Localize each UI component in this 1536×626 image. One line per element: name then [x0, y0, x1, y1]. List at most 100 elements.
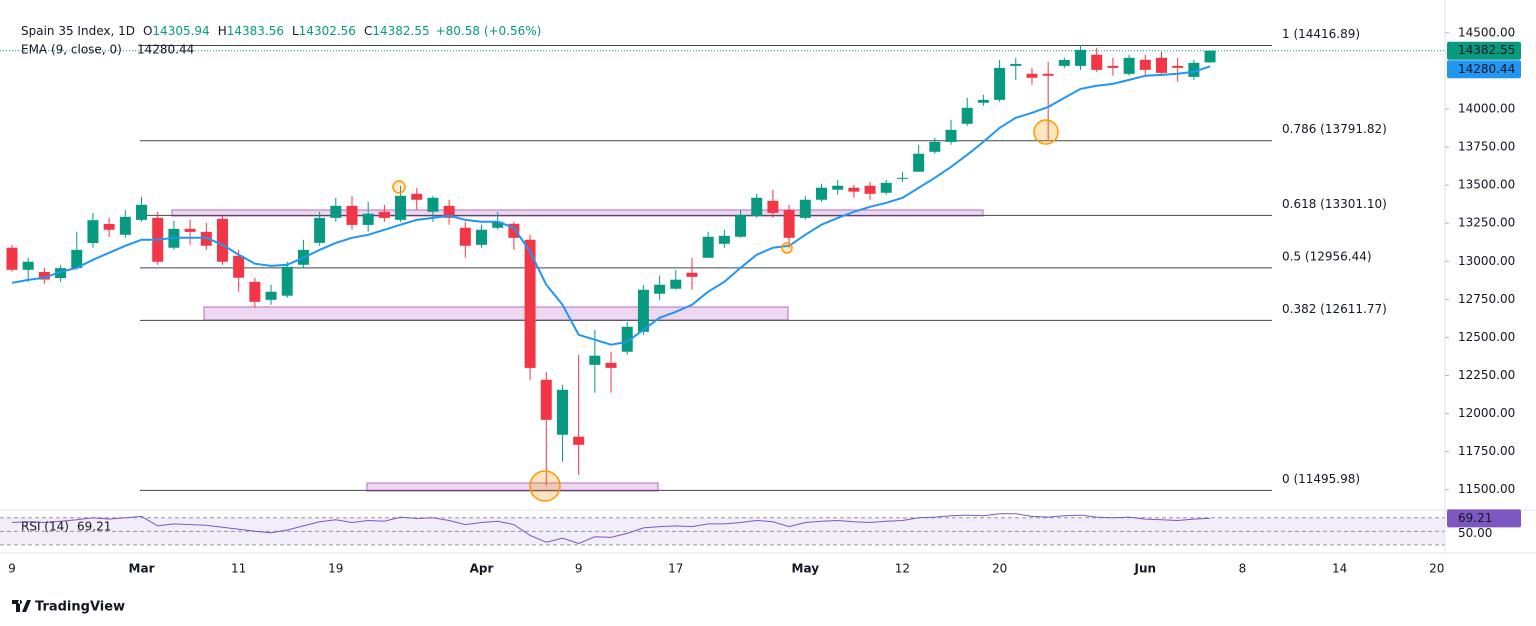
fib-label: 0.618 (13301.10)	[1282, 197, 1387, 211]
candle-body	[848, 187, 860, 192]
axes: 11500.00 11750.00 12000.00 12250.00 12500.00…	[0, 0, 1536, 576]
rsi-legend-name: RSI (14)	[21, 520, 69, 534]
candle-body	[751, 197, 763, 216]
candle-body	[605, 362, 617, 368]
candle-body	[799, 199, 811, 218]
y-tick-label: 12500.00	[1458, 330, 1515, 344]
candle-body	[476, 229, 488, 245]
candle-body	[961, 107, 973, 124]
candle-body	[508, 223, 520, 238]
ohlc-value: 14383.56	[227, 24, 284, 38]
candle-body	[1042, 73, 1054, 76]
candle-body	[1155, 57, 1167, 73]
candle-body	[670, 279, 682, 289]
ohlc-label: C	[364, 24, 372, 38]
y-tick-label: 11750.00	[1458, 444, 1515, 458]
y-tick-label: 13500.00	[1458, 178, 1515, 192]
x-tick-label: 11	[231, 562, 246, 576]
candle-body	[540, 379, 552, 420]
candle-body	[654, 284, 666, 294]
fib-label: 1 (14416.89)	[1282, 27, 1360, 41]
ema-tag-box	[1447, 60, 1521, 79]
x-tick-label: 9	[8, 562, 16, 576]
candle-body	[362, 213, 374, 225]
last-price-tag: 14382.55	[1458, 43, 1515, 57]
candle-body	[832, 185, 844, 190]
x-tick-label: 19	[328, 562, 343, 576]
candle-body	[913, 153, 925, 172]
highlight-circle	[781, 242, 793, 254]
y-tick-label: 13750.00	[1458, 140, 1515, 154]
candle-body	[573, 436, 585, 445]
candle-body	[718, 235, 730, 244]
candle-body	[686, 272, 698, 277]
brand-logo	[12, 600, 31, 612]
candle-body	[621, 326, 633, 352]
highlight-circle	[392, 180, 406, 194]
candle-body	[38, 271, 50, 280]
candle-body	[767, 200, 779, 213]
ema-tag: 14280.44	[1458, 62, 1515, 76]
ohlc-value: 14382.55	[372, 24, 429, 38]
rsi-tag-box	[1447, 509, 1521, 528]
candle-body	[977, 99, 989, 103]
candle-body	[702, 236, 714, 258]
x-tick-label: 20	[992, 562, 1007, 576]
x-tick-label: Apr	[470, 562, 494, 576]
change-value: +80.58 (+0.56%)	[436, 24, 542, 38]
candle-body	[945, 129, 957, 142]
zone	[203, 306, 789, 321]
rsi-tick-label: 50.00	[1458, 526, 1492, 540]
y-tick-label: 13250.00	[1458, 216, 1515, 230]
candle-body	[556, 389, 568, 435]
x-tick-label: 12	[895, 562, 910, 576]
y-tick-label: 12750.00	[1458, 292, 1515, 306]
y-tick-label: 14000.00	[1458, 101, 1515, 115]
candle-body	[55, 268, 67, 279]
ema-line	[11, 65, 1211, 346]
x-tick-label: 9	[575, 562, 583, 576]
fib-label: 0 (11495.98)	[1282, 472, 1360, 486]
candle-body	[87, 220, 99, 244]
candle-body	[1123, 57, 1135, 74]
candle-body	[1172, 65, 1184, 68]
candle-body	[637, 289, 649, 332]
candle-body	[994, 67, 1006, 100]
y-tick-label: 12000.00	[1458, 406, 1515, 420]
candle-body	[1075, 49, 1087, 66]
candle-body	[378, 211, 390, 218]
candle-body	[1188, 62, 1200, 77]
candle-body	[929, 141, 941, 152]
candle-body	[330, 205, 342, 218]
candle-body	[136, 204, 148, 220]
rsi-legend-value: 69.21	[77, 520, 111, 534]
rsi-line	[11, 513, 1211, 545]
y-tick-label: 14500.00	[1458, 25, 1515, 39]
fib-label: 0.5 (12956.44)	[1282, 249, 1372, 263]
candle-body	[459, 227, 471, 246]
x-tick-label: Jun	[1134, 562, 1157, 576]
lines	[0, 50, 1445, 546]
zone	[366, 482, 659, 492]
x-tick-label: 20	[1429, 562, 1444, 576]
candle-body	[265, 291, 277, 300]
brand-name: TradingView	[35, 600, 125, 615]
candle-body	[249, 281, 261, 302]
last-price-tag-box	[1447, 41, 1521, 60]
candle-body	[22, 261, 34, 270]
candle-body	[346, 205, 358, 225]
brand: TradingView	[12, 600, 125, 615]
x-tick-label: Mar	[129, 562, 155, 576]
ohlc-label: H	[218, 24, 227, 38]
candle-body	[1204, 50, 1216, 63]
candle-body	[1091, 54, 1103, 70]
candle-body	[216, 218, 228, 262]
candle-body	[492, 221, 504, 228]
ohlc-label: L	[292, 24, 299, 38]
candle-body	[1107, 65, 1119, 68]
candle-body	[1010, 63, 1022, 66]
candle-body	[314, 217, 326, 243]
candle-body	[880, 182, 892, 193]
